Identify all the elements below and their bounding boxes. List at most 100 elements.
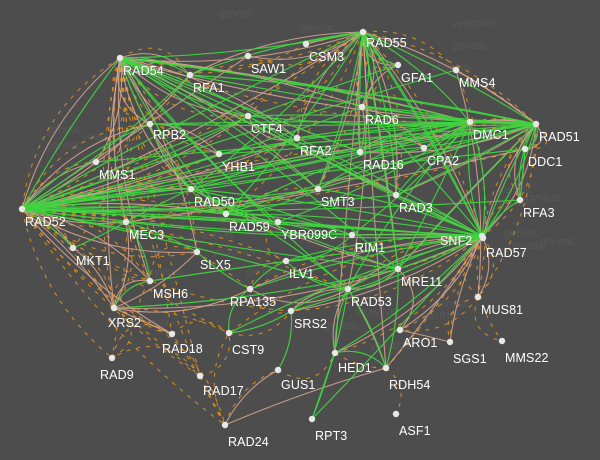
graph-node[interactable] (521, 145, 529, 153)
edge (228, 235, 483, 334)
graph-node[interactable] (168, 330, 176, 338)
edge (474, 296, 503, 342)
edge (190, 188, 353, 236)
edge (285, 234, 353, 262)
edge (111, 57, 129, 359)
edge (21, 208, 115, 309)
graph-node[interactable] (394, 265, 402, 273)
graph-node[interactable] (287, 307, 295, 315)
edge (119, 31, 364, 68)
edge (189, 74, 471, 123)
edge (385, 235, 483, 369)
graph-node[interactable] (498, 337, 506, 345)
graph-node[interactable] (274, 366, 282, 374)
graph-node[interactable] (358, 103, 366, 111)
graph-node[interactable] (196, 372, 204, 380)
graph-node[interactable] (222, 210, 230, 218)
graph-node[interactable] (69, 244, 77, 252)
graph-node[interactable] (532, 120, 540, 128)
graph-node[interactable] (122, 218, 130, 226)
graph-node[interactable] (479, 234, 487, 242)
graph-node[interactable] (308, 415, 316, 423)
edge (21, 123, 151, 210)
graph-node[interactable] (146, 120, 154, 128)
graph-node[interactable] (382, 364, 390, 372)
graph-node[interactable] (356, 148, 364, 156)
edge (385, 235, 483, 369)
edge (423, 121, 471, 149)
edge (519, 148, 526, 201)
graph-node[interactable] (392, 191, 400, 199)
edge (249, 260, 287, 290)
graph-node[interactable] (516, 196, 524, 204)
graph-node[interactable] (344, 285, 352, 293)
graph-node[interactable] (314, 185, 322, 193)
graph-node[interactable] (452, 66, 460, 74)
edge (21, 208, 349, 290)
edge (247, 115, 298, 141)
graph-node[interactable] (348, 231, 356, 239)
graph-node[interactable] (244, 52, 252, 60)
graph-node[interactable] (466, 118, 474, 126)
graph-node[interactable] (225, 329, 233, 337)
graph-node[interactable] (215, 150, 223, 158)
edge (119, 57, 537, 126)
graph-node[interactable] (394, 61, 402, 69)
edge (481, 123, 537, 237)
graph-node[interactable] (221, 421, 229, 429)
edge (290, 235, 483, 312)
graph-node[interactable] (108, 354, 116, 362)
graph-node[interactable] (359, 28, 367, 36)
graph-node[interactable] (293, 134, 301, 142)
edge (21, 208, 230, 334)
edge (190, 188, 399, 270)
graph-node[interactable] (392, 410, 400, 418)
graph-node[interactable] (274, 218, 282, 226)
graph-node[interactable] (146, 277, 154, 285)
graph-node[interactable] (302, 40, 310, 48)
edge (340, 234, 353, 290)
edge (21, 31, 364, 210)
edge (119, 57, 349, 290)
edge (119, 57, 220, 155)
edge (317, 31, 364, 190)
edge (189, 31, 364, 76)
graph-node[interactable] (187, 185, 195, 193)
graph-node[interactable] (331, 349, 339, 357)
edge (21, 208, 127, 223)
graph-node[interactable] (446, 338, 454, 346)
edge (225, 213, 483, 237)
graph-node[interactable] (420, 144, 428, 152)
graph-node[interactable] (110, 304, 118, 312)
edge (21, 208, 173, 335)
graph-node[interactable] (474, 293, 482, 301)
graph-node[interactable] (246, 285, 254, 293)
edge (113, 268, 399, 309)
edge (119, 57, 220, 155)
graph-node[interactable] (18, 205, 26, 213)
graph-node[interactable] (244, 112, 252, 120)
graph-node[interactable] (92, 158, 100, 166)
graph-node[interactable] (116, 54, 124, 62)
graph-node[interactable] (282, 257, 290, 265)
edge (149, 121, 537, 125)
edge (190, 121, 471, 190)
edge (334, 235, 483, 354)
edge (397, 235, 483, 270)
edge (111, 307, 132, 359)
edge (119, 57, 319, 190)
edge (224, 369, 279, 426)
edge (218, 123, 537, 155)
graph-node[interactable] (186, 71, 194, 79)
graph-node[interactable] (396, 326, 404, 334)
graph-node[interactable] (193, 248, 201, 256)
edge (334, 235, 483, 354)
node-group[interactable] (18, 28, 540, 429)
edge (455, 69, 537, 125)
edge (118, 57, 151, 282)
edge (189, 31, 364, 76)
edge (21, 199, 521, 212)
edge (113, 288, 251, 313)
